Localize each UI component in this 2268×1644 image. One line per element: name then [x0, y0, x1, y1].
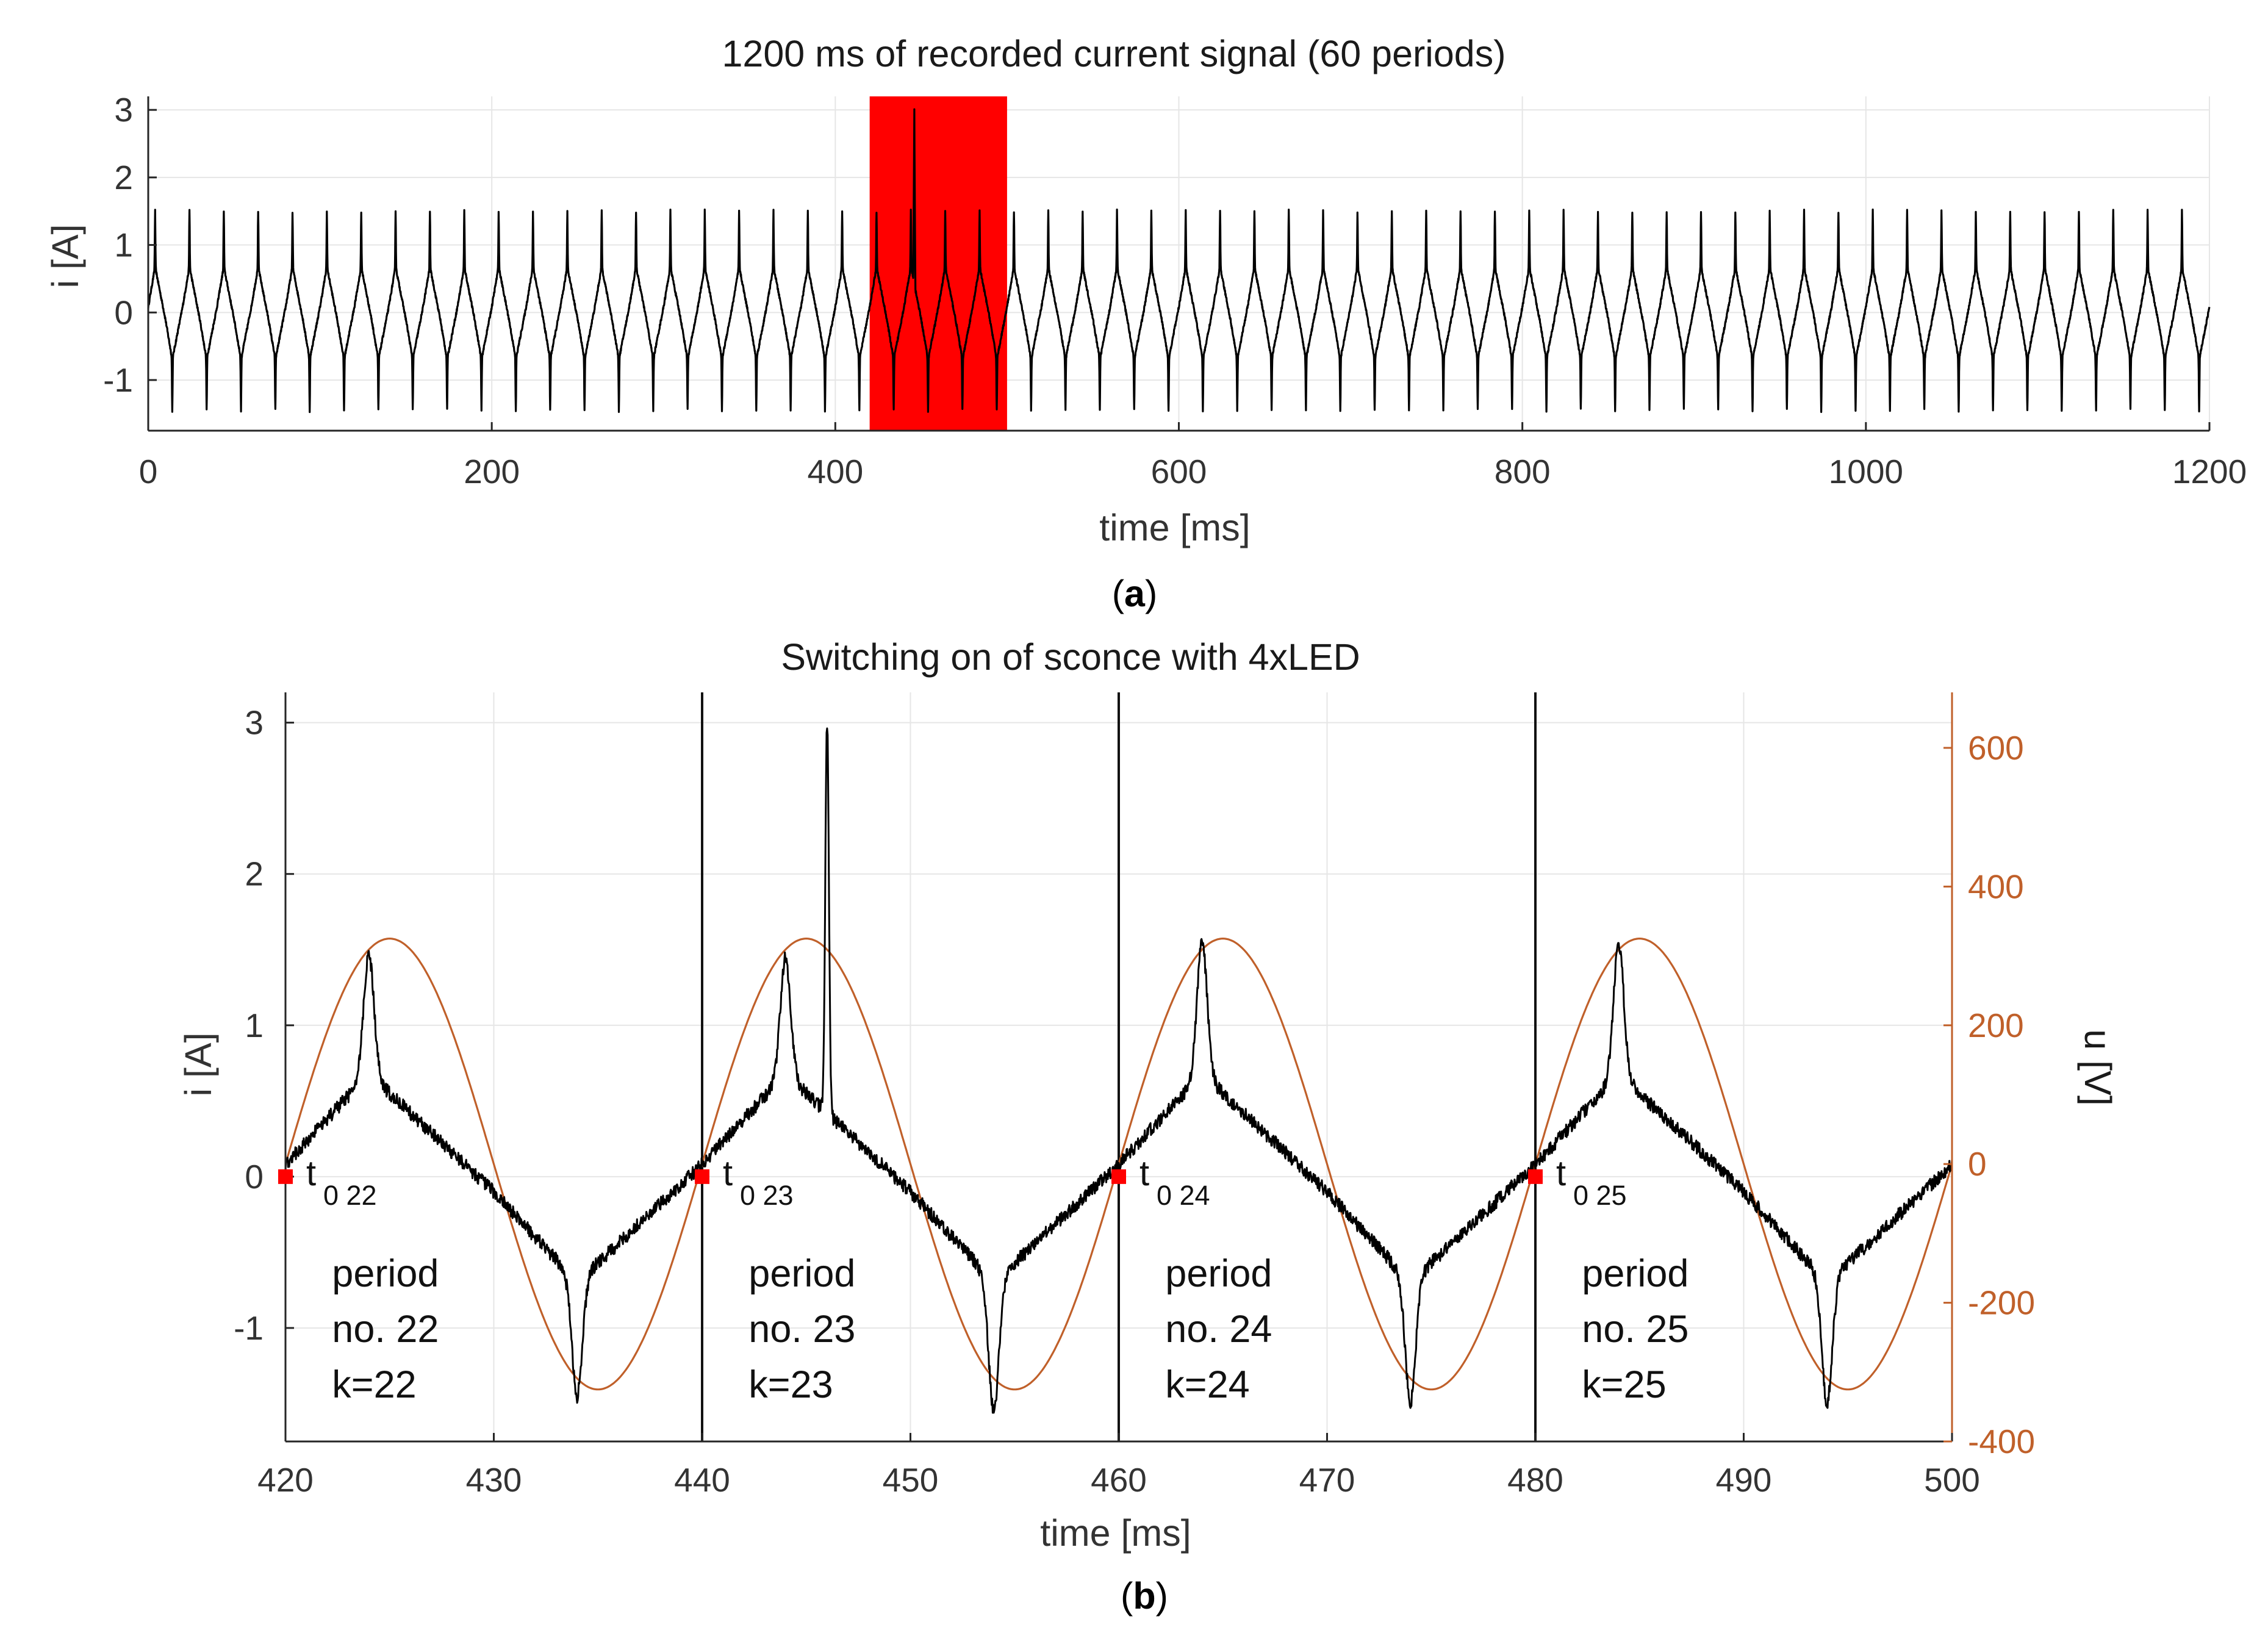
- chart-b-annotation-3-line-1: no. 25: [1582, 1308, 1688, 1351]
- chart-a-x-tick-label-4: 800: [1495, 453, 1551, 490]
- chart-b-period-boundaries: [701, 692, 1537, 1441]
- chart-b-period-annotations: period no. 22 k=22 period no. 23 k=23 period no…: [332, 1252, 1688, 1406]
- chart-b-x-ticks: 420 430 440 450 460 470 480 490 500: [257, 1433, 1980, 1499]
- chart-b-y-label-right: u [V]: [2077, 1029, 2119, 1105]
- chart-b: Switching on of sconce with 4xLED 420 430…: [178, 636, 2119, 1617]
- chart-b-y-right-tick-label-1: -200: [1968, 1284, 2035, 1322]
- chart-a-x-tick-label-3: 600: [1151, 453, 1207, 490]
- chart-b-y-ticks-left: -1 0 1 2 3: [234, 704, 294, 1347]
- chart-a-grid: [148, 96, 2210, 431]
- chart-a-title: 1200 ms of recorded current signal (60 p…: [722, 33, 1505, 74]
- chart-a-y-tick-label-0: -1: [103, 361, 133, 399]
- chart-b-t0-sub-2: 0 24: [1157, 1180, 1210, 1211]
- chart-b-y-right-tick-label-0: -400: [1968, 1423, 2035, 1460]
- chart-b-x-tick-label-7: 490: [1716, 1461, 1772, 1499]
- chart-b-t0-sub-0: 0 22: [323, 1180, 377, 1211]
- chart-b-x-tick-label-5: 470: [1299, 1461, 1355, 1499]
- chart-a-y-tick-label-3: 2: [114, 159, 133, 196]
- chart-b-annotation-0-line-0: period: [332, 1252, 439, 1295]
- chart-b-annotation-2-line-0: period: [1165, 1252, 1272, 1295]
- chart-b-annotation-0-line-1: no. 22: [332, 1308, 439, 1351]
- chart-a-x-tick-label-5: 1000: [1829, 453, 1903, 490]
- chart-a: 1200 ms of recorded current signal (60 p…: [45, 33, 2247, 614]
- chart-b-y-right-tick-label-5: 600: [1968, 729, 2024, 767]
- chart-a-x-label: time [ms]: [1099, 507, 1250, 548]
- chart-b-t0-marker-0: [278, 1169, 293, 1184]
- chart-a-x-tick-label-1: 200: [464, 453, 520, 490]
- chart-a-y-tick-label-2: 1: [114, 226, 133, 264]
- chart-b-y-tick-label-3: 2: [245, 855, 264, 893]
- chart-b-x-tick-label-1: 430: [466, 1461, 522, 1499]
- chart-b-y-tick-label-4: 3: [245, 704, 264, 742]
- chart-a-highlight-region: [869, 96, 1007, 431]
- chart-b-y-right-tick-label-4: 400: [1968, 867, 2024, 905]
- chart-a-x-tick-label-6: 1200: [2172, 453, 2247, 490]
- panel-a-letter: a: [1124, 573, 1146, 614]
- chart-b-x-tick-label-3: 450: [883, 1461, 939, 1499]
- chart-b-y-tick-label-0: -1: [234, 1309, 264, 1347]
- chart-b-y-right-tick-label-3: 200: [1968, 1007, 2024, 1044]
- chart-b-t0-marker-3: [1528, 1169, 1543, 1184]
- chart-b-x-tick-label-2: 440: [674, 1461, 730, 1499]
- chart-b-annotation-1-line-0: period: [748, 1252, 855, 1295]
- chart-a-y-tick-label-4: 3: [114, 91, 133, 129]
- chart-b-t0-sub-3: 0 25: [1573, 1180, 1627, 1211]
- panel-label-a: (a): [1112, 573, 1158, 614]
- chart-b-x-tick-label-8: 500: [1924, 1461, 1980, 1499]
- chart-b-t0-marker-1: [695, 1169, 709, 1184]
- chart-b-y-tick-label-2: 1: [245, 1007, 264, 1044]
- chart-b-t0-label-3: t: [1556, 1154, 1566, 1193]
- chart-b-x-tick-label-6: 480: [1507, 1461, 1563, 1499]
- panel-b-letter: b: [1133, 1575, 1155, 1617]
- chart-b-annotation-2-line-2: k=24: [1165, 1363, 1249, 1406]
- chart-b-y-right-tick-label-2: 0: [1968, 1145, 1987, 1183]
- chart-b-x-label: time [ms]: [1040, 1512, 1191, 1554]
- chart-a-x-tick-label-0: 0: [139, 453, 158, 490]
- chart-b-t0-marker-2: [1111, 1169, 1126, 1184]
- chart-b-annotation-2-line-1: no. 24: [1165, 1308, 1272, 1351]
- chart-b-y-tick-label-1: 0: [245, 1158, 264, 1196]
- chart-b-x-tick-label-4: 460: [1091, 1461, 1147, 1499]
- chart-b-t0-sub-1: 0 23: [740, 1180, 794, 1211]
- chart-b-y-label-left: i [A]: [178, 1032, 219, 1096]
- chart-a-y-ticks: -1 0 1 2 3: [103, 91, 157, 399]
- chart-b-t0-label-0: t: [306, 1154, 316, 1193]
- chart-b-annotation-1-line-1: no. 23: [748, 1308, 855, 1351]
- chart-b-annotation-1-line-2: k=23: [748, 1363, 833, 1406]
- chart-a-y-label: i [A]: [45, 224, 86, 288]
- chart-b-x-tick-label-0: 420: [257, 1461, 314, 1499]
- chart-a-current-line: [147, 108, 2211, 414]
- chart-b-t0-label-1: t: [723, 1154, 733, 1193]
- chart-b-annotation-3-line-0: period: [1582, 1252, 1688, 1295]
- panel-label-b: (b): [1121, 1575, 1168, 1617]
- chart-b-y-ticks-right: -400 -200 0 200 400 600: [1943, 729, 2035, 1460]
- chart-a-y-tick-label-1: 0: [114, 293, 133, 331]
- chart-b-title: Switching on of sconce with 4xLED: [781, 636, 1360, 678]
- chart-b-annotation-0-line-2: k=22: [332, 1363, 416, 1406]
- chart-b-annotation-3-line-2: k=25: [1582, 1363, 1666, 1406]
- chart-a-x-tick-label-2: 400: [807, 453, 863, 490]
- chart-a-x-ticks: 0 200 400 600 800 1000 1200: [139, 422, 2247, 490]
- chart-b-t0-label-2: t: [1139, 1154, 1149, 1193]
- chart-b-current-line: [284, 727, 1953, 1414]
